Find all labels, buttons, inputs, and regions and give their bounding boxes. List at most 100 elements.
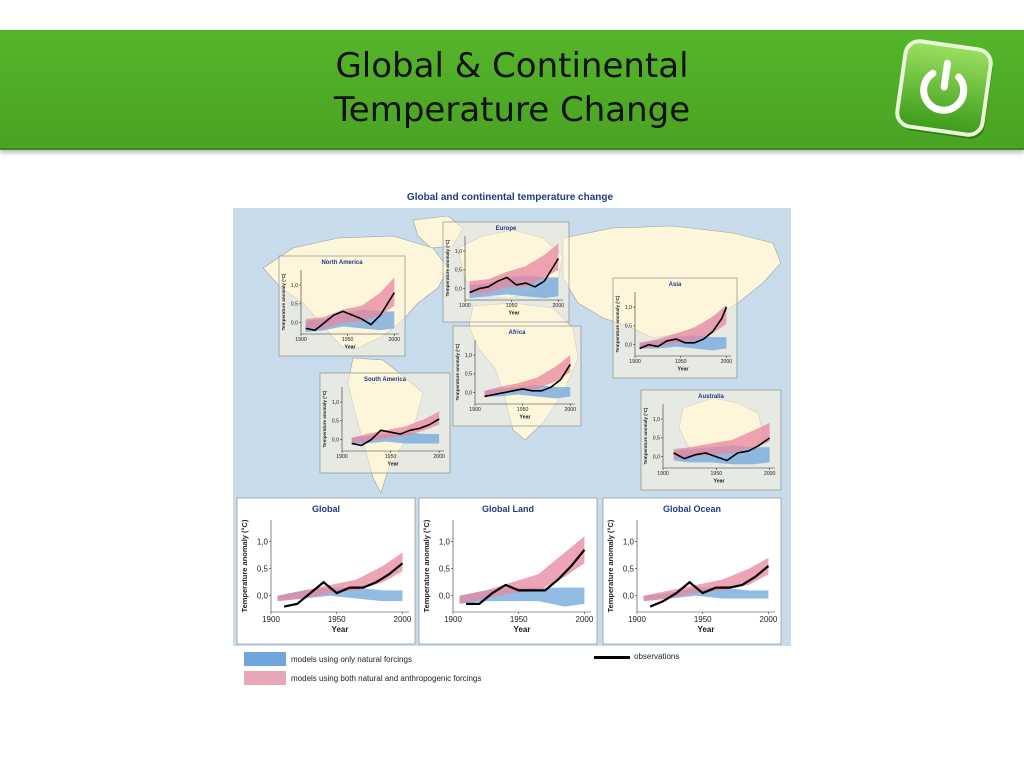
anthropogenic-forcing-band [469, 243, 559, 295]
legend-natural-swatch [244, 652, 286, 666]
power-icon [920, 59, 968, 114]
y-tick-label: 0,0 [465, 391, 472, 397]
x-axis-label: Year [520, 414, 531, 420]
y-tick-label: 1,0 [653, 417, 660, 423]
y-axis-label: Temperature anomaly (°C) [455, 343, 460, 400]
y-tick-label: 0,0 [257, 592, 269, 601]
slide-title: Global & Continental Temperature Change [262, 44, 762, 132]
y-tick-label: 1,0 [291, 283, 298, 289]
y-axis-label: Temperature anomaly (°C) [615, 295, 620, 352]
x-axis-label: Year [678, 366, 689, 372]
y-axis-label: Temperature anomaly (°C) [240, 519, 249, 612]
south-america-panel: South America 0,0 0,5 1,0 1900 1950 2000 Year Te… [319, 372, 451, 474]
y-tick-label: 0,0 [653, 455, 660, 461]
legend-natural-label: models using only natural forcings [291, 655, 412, 664]
y-tick-label: 1,0 [332, 400, 339, 406]
y-tick-label: 0,0 [623, 592, 635, 601]
y-tick-label: 1,0 [465, 353, 472, 359]
y-tick-label: 0,5 [257, 565, 269, 574]
x-axis-label: Year [514, 625, 531, 634]
y-tick-label: 0,0 [455, 287, 462, 293]
x-tick-label: 1900 [459, 303, 471, 309]
observations-line [351, 418, 440, 447]
y-tick-label: 0,0 [291, 321, 298, 327]
observations-line [466, 549, 586, 605]
panel-title: Global [312, 504, 340, 514]
natural-forcing-band [351, 432, 440, 444]
x-tick-label: 1950 [342, 337, 354, 343]
observations-line [649, 565, 770, 608]
x-axis-label: Year [714, 478, 725, 484]
y-axis-label: Temperature anomaly (°C) [445, 239, 450, 296]
x-tick-label: 1950 [328, 615, 346, 624]
x-axis-label: Year [388, 461, 399, 467]
anthropogenic-forcing-band [305, 277, 395, 331]
panel-title: Europe [496, 226, 517, 232]
y-tick-label: 1,0 [625, 305, 632, 311]
observations-line [283, 562, 404, 608]
figure-title: Global and continental temperature chang… [406, 192, 614, 203]
y-tick-label: 0,0 [439, 592, 451, 601]
y-tick-label: 0,5 [439, 565, 451, 574]
legend-anthropogenic-swatch [244, 671, 286, 685]
x-axis-label: Year [345, 344, 356, 350]
observations-line [469, 258, 560, 294]
global-land-panel: Global Land 0,0 0,5 1,0 1900 1950 2000 Year Temp… [418, 497, 598, 645]
x-tick-label: 1900 [295, 337, 307, 343]
y-tick-label: 1,0 [257, 537, 269, 546]
x-tick-label: 1950 [675, 359, 687, 365]
legend-observations-line [594, 656, 630, 659]
panel-title: North America [321, 260, 363, 266]
temperature-figure: North America 0,0 0,5 1,0 1900 1950 2000 Year Te… [233, 208, 791, 646]
y-tick-label: 0,5 [465, 372, 472, 378]
charts-layer: North America 0,0 0,5 1,0 1900 1950 2000 Year Te… [236, 221, 782, 645]
north-america-panel: North America 0,0 0,5 1,0 1900 1950 2000 Year Te… [278, 255, 406, 357]
y-tick-label: 0,5 [291, 302, 298, 308]
x-axis-label: Year [332, 625, 349, 634]
anthropogenic-forcing-band [643, 557, 769, 602]
x-tick-label: 2000 [394, 615, 412, 624]
x-tick-label: 2000 [433, 454, 445, 460]
x-axis-label: Year [698, 625, 715, 634]
x-tick-label: 1950 [510, 615, 528, 624]
y-axis-label: Temperature anomaly (°C) [643, 407, 648, 464]
y-axis-label: Temperature anomaly (°C) [281, 273, 286, 330]
panel-title: Asia [669, 282, 682, 288]
x-tick-label: 2000 [564, 407, 576, 413]
panel-title: Global Ocean [663, 504, 721, 514]
observations-line [305, 292, 396, 332]
x-tick-label: 2000 [760, 615, 778, 624]
y-tick-label: 0,5 [332, 419, 339, 425]
y-tick-label: 0,5 [455, 268, 462, 274]
x-tick-label: 1900 [628, 615, 646, 624]
y-tick-label: 1,0 [455, 249, 462, 255]
y-axis-label: Temperature anomaly (°C) [422, 519, 431, 612]
y-tick-label: 0,5 [653, 436, 660, 442]
y-tick-label: 0,0 [625, 343, 632, 349]
observations-line [639, 306, 728, 350]
observations-line [484, 364, 571, 398]
legend-anthropogenic-label: models using both natural and anthropoge… [291, 674, 482, 683]
africa-panel: Africa 0,0 0,5 1,0 1900 1950 2000 Year Temperatu… [452, 325, 582, 427]
title-banner [0, 30, 1024, 150]
anthropogenic-forcing-band [484, 355, 571, 397]
x-tick-label: 2000 [576, 615, 594, 624]
power-button-logo [895, 39, 993, 139]
x-tick-label: 1900 [657, 471, 669, 477]
x-tick-label: 1900 [444, 615, 462, 624]
y-tick-label: 0,5 [625, 324, 632, 330]
y-tick-label: 1,0 [439, 537, 451, 546]
x-tick-label: 1900 [629, 359, 641, 365]
x-tick-label: 2000 [553, 303, 565, 309]
observations-line [673, 437, 771, 462]
legend-observations-label: observations [634, 652, 680, 661]
x-tick-label: 2000 [764, 471, 776, 477]
global-panel: Global 0,0 0,5 1,0 1900 1950 2000 Year Temperatu… [236, 497, 416, 645]
y-tick-label: 0,0 [332, 438, 339, 444]
global-ocean-panel: Global Ocean 0,0 0,5 1,0 1900 1950 2000 Year Tem… [602, 497, 782, 645]
y-axis-label: Temperature anomaly (°C) [606, 519, 615, 612]
australia-panel: Australia 0,0 0,5 1,0 1900 1950 2000 Year Temper… [640, 389, 782, 491]
y-tick-label: 1,0 [623, 537, 635, 546]
asia-panel: Asia 0,0 0,5 1,0 1900 1950 2000 Year Temperature… [612, 277, 738, 379]
y-axis-label: Temperature anomaly (°C) [322, 390, 327, 447]
